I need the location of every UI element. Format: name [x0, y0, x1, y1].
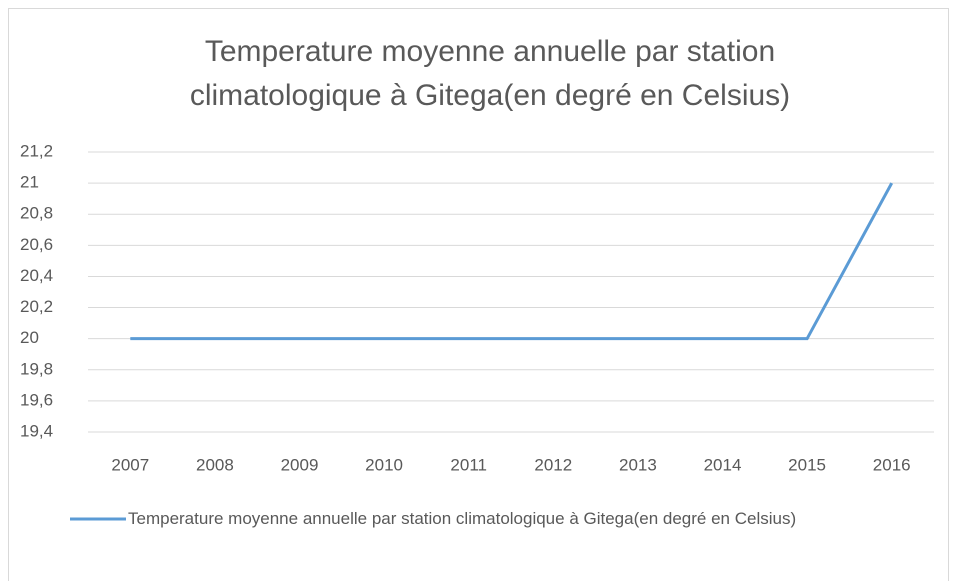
chart-title: Temperature moyenne annuelle par station… — [189, 35, 791, 112]
chart-border — [8, 8, 949, 581]
x-tick-label: 2008 — [196, 455, 234, 474]
x-tick-label: 2013 — [619, 455, 657, 474]
x-tick-label: 2011 — [450, 455, 487, 474]
x-tick-label: 2015 — [788, 455, 826, 474]
y-tick-label: 19,4 — [20, 421, 53, 440]
y-tick-label: 20,2 — [20, 297, 53, 316]
y-tick-label: 20 — [20, 328, 39, 347]
x-tick-label: 2012 — [534, 455, 572, 474]
x-tick-label: 2007 — [111, 455, 149, 474]
y-tick-label: 19,6 — [20, 390, 53, 409]
data-line — [130, 182, 894, 341]
x-tick-label: 2010 — [365, 455, 403, 474]
y-tick-label: 21,2 — [20, 141, 53, 160]
x-tick-label: 2016 — [873, 455, 911, 474]
legend-label: Temperature moyenne annuelle par station… — [128, 509, 797, 528]
x-tick-label: 2014 — [704, 455, 742, 474]
y-tick-label: 20,8 — [20, 204, 53, 223]
y-tick-label: 21 — [20, 173, 39, 192]
y-tick-label: 20,6 — [20, 235, 53, 254]
y-tick-label: 20,4 — [20, 266, 53, 285]
y-tick-label: 19,8 — [20, 359, 53, 378]
x-tick-label: 2009 — [281, 455, 319, 474]
